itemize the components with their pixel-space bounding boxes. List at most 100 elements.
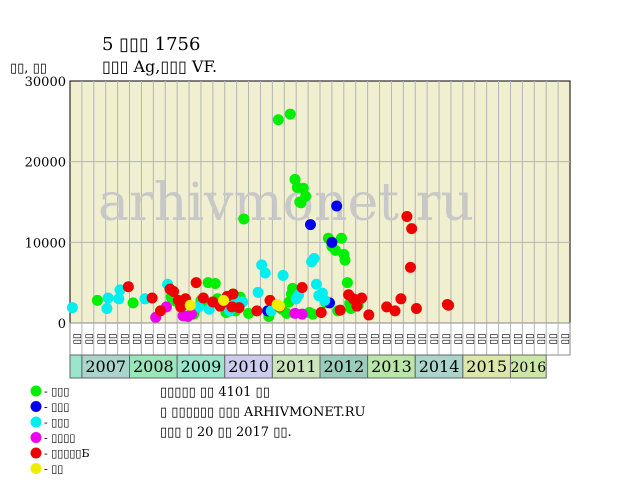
legend: - ▯▯▯ - ▯▯▯ - ▯▯▯ - ▯▯▯▯ - ▯▯▯▯▯Б - ▯▯ <box>30 385 90 476</box>
year-label: 2010 <box>228 357 269 376</box>
year-labels: 2007 2008 2009 2010 2011 2012 2013 2014 2015 2016 <box>69 354 547 379</box>
legend-marker <box>30 432 42 443</box>
legend-marker <box>30 463 42 474</box>
year-label: 2011 <box>276 357 317 376</box>
data-point <box>410 302 422 314</box>
quarter-label: ▯▯ <box>84 333 95 344</box>
quarter-label: ▯▯ <box>370 333 381 344</box>
data-point <box>284 108 296 120</box>
quarter-label: ▯▯ <box>155 333 166 344</box>
legend-label: - ▯▯▯ <box>44 416 69 429</box>
quarter-label: ▯▯ <box>405 333 416 344</box>
data-point <box>277 269 289 281</box>
info-line: ▯▯▯ ▯ 20 ▯▯ 2017 ▯▯. <box>160 425 292 440</box>
data-point <box>308 252 320 264</box>
data-point <box>319 294 331 306</box>
data-point <box>351 300 363 312</box>
data-point <box>197 292 209 304</box>
quarter-label: ▯▯ <box>143 333 154 344</box>
legend-marker <box>30 447 42 459</box>
data-point <box>307 308 319 320</box>
data-point <box>154 305 166 317</box>
data-point <box>304 219 316 231</box>
y-tick-label: 10000 <box>25 236 66 251</box>
data-point <box>233 302 245 314</box>
quarter-label: ▯▯ <box>310 333 321 344</box>
data-point <box>334 304 346 316</box>
quarter-label: ▯▯ <box>179 333 190 344</box>
data-point <box>326 236 338 248</box>
quarter-label: ▯▯ <box>346 333 357 344</box>
data-point <box>101 302 113 314</box>
quarter-label: ▯▯ <box>203 333 214 344</box>
quarter-label: ▯▯ <box>465 333 476 344</box>
chart-subtitle: ▯▯▯ Ag,▯▯▯ VF. <box>102 57 217 76</box>
data-point <box>395 293 407 305</box>
quarter-label: ▯▯ <box>120 333 131 344</box>
quarter-label: ▯▯ <box>286 333 297 344</box>
data-point <box>356 292 368 304</box>
data-point <box>341 277 353 289</box>
watermark: arhivmonet.ru <box>98 173 474 233</box>
data-point <box>184 299 196 311</box>
data-point <box>146 292 158 304</box>
quarter-label: ▯▯ <box>251 333 262 344</box>
y-tick-label: 30000 <box>25 75 66 90</box>
quarter-label: ▯▯ <box>512 333 523 344</box>
data-point <box>209 277 221 289</box>
data-point <box>252 286 264 298</box>
data-point <box>272 114 284 126</box>
quarter-label: ▯▯ <box>441 333 452 344</box>
legend-label: - ▯▯▯ <box>44 385 69 398</box>
quarter-label: ▯▯ <box>298 333 309 344</box>
info-block: ▯▯▯▯▯ ▯▯ 4101 ▯▯ ▯ ▯▯▯▯▯▯ ▯▯▯ ARHIVMONET.… <box>160 385 365 440</box>
data-point <box>185 308 197 320</box>
data-point <box>300 190 312 202</box>
quarter-label: ▯▯ <box>191 333 202 344</box>
info-line: ▯ ▯▯▯▯▯▯ ▯▯▯ ARHIVMONET.RU <box>160 405 365 420</box>
year-label: 2016 <box>511 360 547 376</box>
quarter-label: ▯▯ <box>429 333 440 344</box>
data-point <box>406 223 418 235</box>
quarter-label: ▯▯ <box>417 333 428 344</box>
data-point <box>339 254 351 266</box>
year-label: 2007 <box>85 357 126 376</box>
quarter-label: ▯▯ <box>501 333 512 344</box>
quarter-label: ▯▯ <box>334 333 345 344</box>
year-cell <box>509 354 547 379</box>
quarter-label: ▯▯ <box>536 333 547 344</box>
data-point <box>251 305 263 317</box>
data-point <box>259 267 271 279</box>
data-point <box>102 292 114 304</box>
data-points <box>66 108 455 323</box>
quarter-label: ▯▯ <box>358 333 369 344</box>
year-label: 2013 <box>371 357 412 376</box>
data-point <box>113 293 125 305</box>
year-label: 2009 <box>181 357 222 376</box>
legend-marker <box>30 401 42 412</box>
year-label: 2008 <box>133 357 174 376</box>
data-point <box>114 284 126 296</box>
y-tick-label: 0 <box>58 317 66 332</box>
data-point <box>218 294 230 306</box>
data-point <box>310 278 322 290</box>
y-tick-label: 20000 <box>25 156 66 171</box>
data-point <box>401 211 413 223</box>
quarter-label: ▯▯ <box>393 333 404 344</box>
data-point <box>190 277 202 289</box>
data-point <box>91 294 103 306</box>
quarter-label: ▯▯ <box>167 333 178 344</box>
data-point <box>296 282 308 294</box>
y-axis-label: ▯▯, ▯▯ <box>10 61 47 76</box>
data-point <box>168 286 180 298</box>
info-line: ▯▯▯▯▯ ▯▯ 4101 ▯▯ <box>160 385 270 400</box>
data-point <box>331 200 343 212</box>
data-point <box>66 302 78 314</box>
data-point <box>404 261 416 273</box>
quarter-label: ▯▯ <box>560 333 571 344</box>
data-point <box>296 308 308 320</box>
quarter-label: ▯▯ <box>96 333 107 344</box>
quarter-label: ▯▯ <box>489 333 500 344</box>
legend-label: - ▯▯▯▯▯Б <box>44 447 90 460</box>
